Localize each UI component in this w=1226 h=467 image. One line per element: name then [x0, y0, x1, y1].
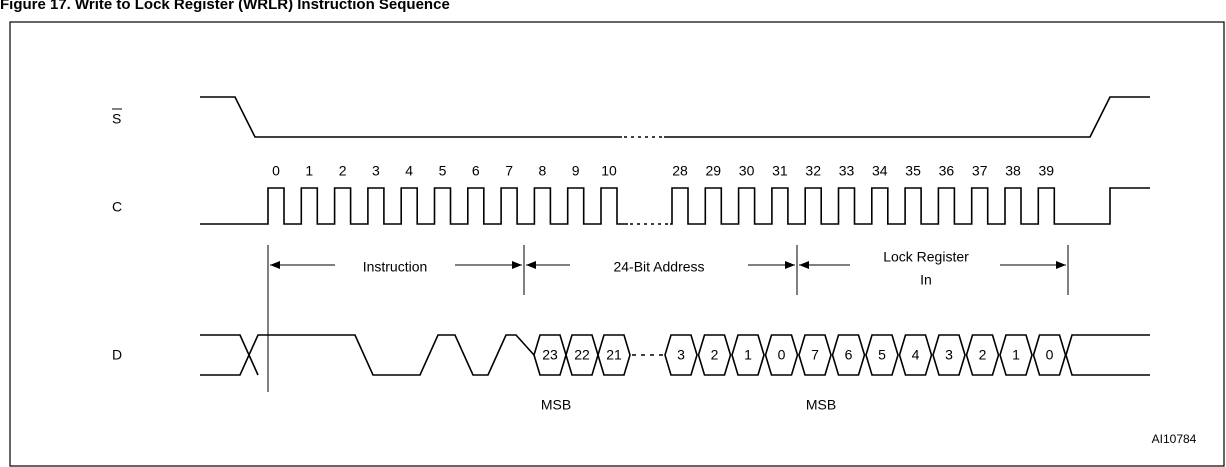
bit-label: 0: [778, 347, 786, 363]
bit-cell: [664, 334, 698, 376]
clock-number: 2: [339, 163, 347, 179]
bit-label: 21: [606, 347, 622, 363]
bit-label: 1: [744, 347, 752, 363]
clock-number: 29: [706, 163, 722, 179]
msb-label: MSB: [541, 397, 571, 413]
phase-label: Lock Register: [883, 249, 969, 265]
clock-number: 32: [805, 163, 821, 179]
c-wave: [200, 187, 1150, 225]
clock-number: 39: [1039, 163, 1055, 179]
bit-label: 22: [574, 347, 590, 363]
clock-number: 33: [839, 163, 855, 179]
clock-number: 4: [405, 163, 413, 179]
clock-number: 1: [305, 163, 313, 179]
d-wave: [200, 334, 535, 376]
clock-number: 3: [372, 163, 380, 179]
clock-number: 9: [572, 163, 580, 179]
bit-cell: [764, 334, 799, 376]
bit-cell: [932, 334, 966, 376]
phase-label: Instruction: [363, 259, 428, 275]
signal-d: D: [112, 347, 122, 363]
bit-cell: [697, 334, 732, 376]
clock-number: 7: [505, 163, 513, 179]
clock-number: 31: [772, 163, 788, 179]
clock-number: 5: [439, 163, 447, 179]
bit-label: 7: [811, 347, 819, 363]
clock-number: 34: [872, 163, 888, 179]
msb-label: MSB: [806, 397, 836, 413]
bit-label: 6: [845, 347, 853, 363]
clock-number: 36: [939, 163, 955, 179]
bit-label: 1: [1012, 347, 1020, 363]
bit-cell: [831, 334, 866, 376]
clock-number: 6: [472, 163, 480, 179]
bit-cell: [798, 334, 832, 376]
bit-cell: [898, 334, 933, 376]
clock-number: 0: [272, 163, 280, 179]
clock-number: 10: [601, 163, 617, 179]
d-wave: [1065, 334, 1150, 376]
figure-title: Figure 17. Write to Lock Register (WRLR)…: [0, 0, 450, 13]
s-wave: [200, 96, 1150, 138]
figure-id: AI10784: [1152, 432, 1197, 446]
bit-cell: [999, 334, 1033, 376]
signal-s: S: [112, 111, 121, 127]
phase-label: In: [920, 272, 932, 288]
bit-label: 3: [945, 347, 953, 363]
bit-label: 23: [542, 347, 558, 363]
phase-label: 24-Bit Address: [613, 259, 704, 275]
bit-cell: [731, 334, 765, 376]
bit-cell: [965, 334, 1000, 376]
clock-number: 30: [739, 163, 755, 179]
bit-cell: [597, 334, 631, 376]
bit-label: 5: [878, 347, 886, 363]
bit-label: 2: [979, 347, 987, 363]
clock-number: 8: [539, 163, 547, 179]
clock-number: 35: [905, 163, 921, 179]
bit-cell: [1032, 334, 1067, 376]
clock-number: 38: [1005, 163, 1021, 179]
signal-c: C: [112, 199, 122, 215]
bit-cell: [865, 334, 899, 376]
clock-number: 37: [972, 163, 988, 179]
frame: [9, 21, 1225, 467]
clock-number: 28: [672, 163, 688, 179]
bit-label: 4: [912, 347, 920, 363]
bit-label: 2: [711, 347, 719, 363]
bit-label: 3: [677, 347, 685, 363]
bit-label: 0: [1046, 347, 1054, 363]
